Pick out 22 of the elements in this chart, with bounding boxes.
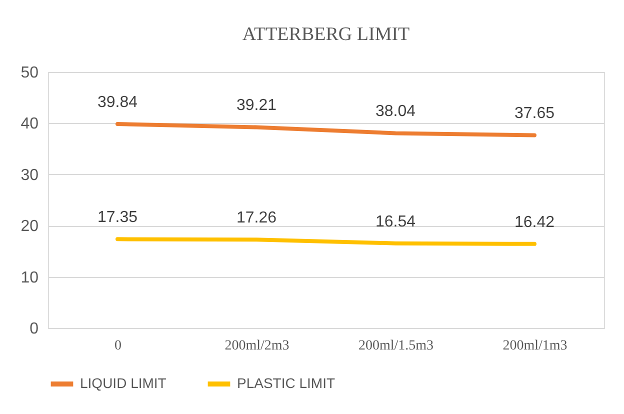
data-label: 17.35 — [97, 209, 138, 226]
data-label: 38.04 — [375, 103, 416, 120]
x-tick-label: 200ml/2m3 — [224, 338, 290, 354]
y-tick-label: 40 — [20, 116, 39, 133]
y-tick-label: 10 — [20, 269, 39, 286]
legend-label: LIQUID LIMIT — [80, 375, 167, 391]
x-tick-label: 0 — [114, 338, 122, 354]
y-tick-label: 30 — [20, 166, 39, 184]
x-tick-label: 200ml/1.5m3 — [358, 338, 434, 354]
chart-title: ATTERBERG LIMIT — [242, 24, 410, 45]
data-label: 16.54 — [375, 213, 416, 230]
y-tick-label: 0 — [30, 320, 39, 338]
y-tick-label: 50 — [20, 64, 39, 82]
x-tick-label: 200ml/1m3 — [502, 338, 568, 354]
data-label: 39.84 — [97, 94, 138, 112]
legend-label: PLASTIC LIMIT — [237, 375, 336, 391]
data-label: 16.42 — [514, 214, 555, 231]
data-label: 39.21 — [236, 97, 277, 114]
line-series — [116, 122, 536, 138]
y-tick-label: 20 — [20, 218, 39, 236]
data-label: 37.65 — [514, 105, 555, 122]
data-label: 17.26 — [236, 210, 277, 227]
